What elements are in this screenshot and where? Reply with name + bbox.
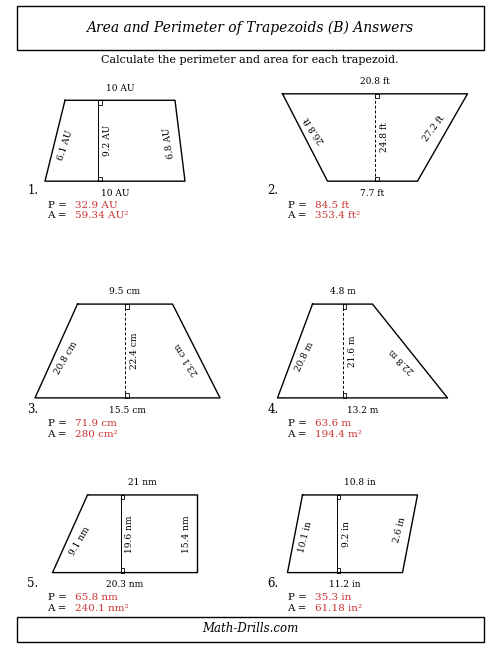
Text: 32.9 AU: 32.9 AU: [75, 201, 118, 210]
Text: 4.: 4.: [268, 403, 279, 416]
Text: 10 AU: 10 AU: [100, 189, 129, 198]
Text: 35.3 in: 35.3 in: [315, 593, 352, 602]
Text: A =: A =: [48, 430, 70, 439]
Text: 3.: 3.: [28, 403, 39, 416]
Text: P =: P =: [48, 201, 70, 210]
Bar: [337, 568, 340, 573]
Text: 7.7 ft: 7.7 ft: [360, 189, 384, 198]
Text: 4.8 m: 4.8 m: [330, 287, 355, 296]
Text: 61.18 in²: 61.18 in²: [315, 604, 362, 613]
Text: A =: A =: [288, 604, 310, 613]
Text: 6.: 6.: [268, 577, 279, 590]
Text: 65.8 nm: 65.8 nm: [75, 593, 118, 602]
Text: Math-Drills.com: Math-Drills.com: [202, 622, 298, 635]
Text: 13.2 m: 13.2 m: [347, 406, 378, 415]
Text: 10 AU: 10 AU: [106, 83, 134, 93]
Text: 20.8 ft: 20.8 ft: [360, 77, 390, 86]
Text: 22.4 cm: 22.4 cm: [130, 333, 139, 369]
Text: 22.8 m: 22.8 m: [388, 347, 417, 375]
Text: P =: P =: [288, 593, 310, 602]
Bar: [375, 177, 378, 181]
Bar: [98, 100, 102, 105]
Text: 11.2 in: 11.2 in: [329, 580, 361, 589]
Text: 63.6 m: 63.6 m: [315, 419, 351, 428]
Text: 6.8 AU: 6.8 AU: [162, 127, 176, 159]
Text: 9.1 nm: 9.1 nm: [68, 525, 92, 557]
Text: 6.1 AU: 6.1 AU: [56, 129, 74, 161]
Text: 27.2 ft: 27.2 ft: [421, 115, 446, 144]
Text: P =: P =: [48, 419, 70, 428]
FancyBboxPatch shape: [16, 617, 483, 642]
Bar: [337, 495, 340, 499]
Text: A =: A =: [288, 430, 310, 439]
Text: 20.3 nm: 20.3 nm: [106, 580, 144, 589]
Text: 2.: 2.: [268, 184, 278, 197]
Bar: [120, 568, 124, 573]
Text: 353.4 ft²: 353.4 ft²: [315, 211, 360, 220]
Text: 20.8 cm: 20.8 cm: [52, 340, 79, 377]
Bar: [342, 304, 346, 309]
Text: 21.6 m: 21.6 m: [348, 335, 356, 367]
FancyBboxPatch shape: [16, 6, 483, 50]
Text: P =: P =: [288, 419, 310, 428]
Text: 23.1 cm: 23.1 cm: [174, 341, 201, 377]
Text: 194.4 m²: 194.4 m²: [315, 430, 362, 439]
Bar: [125, 304, 128, 309]
Text: 19.6 nm: 19.6 nm: [126, 515, 134, 553]
Text: 1.: 1.: [28, 184, 38, 197]
Text: Calculate the perimeter and area for each trapezoid.: Calculate the perimeter and area for eac…: [101, 54, 399, 65]
Text: A =: A =: [48, 604, 70, 613]
Text: 240.1 nm²: 240.1 nm²: [75, 604, 128, 613]
Text: 84.5 ft: 84.5 ft: [315, 201, 350, 210]
Text: 26.8 ft: 26.8 ft: [302, 115, 326, 144]
Text: 15.4 nm: 15.4 nm: [182, 515, 191, 553]
Text: 71.9 cm: 71.9 cm: [75, 419, 117, 428]
Text: 9.2 in: 9.2 in: [342, 521, 351, 547]
Text: 5.: 5.: [28, 577, 39, 590]
Text: Area and Perimeter of Trapezoids (B) Answers: Area and Perimeter of Trapezoids (B) Ans…: [86, 21, 413, 35]
Text: 10.1 in: 10.1 in: [298, 521, 314, 554]
Text: P =: P =: [48, 593, 70, 602]
Text: A =: A =: [288, 211, 310, 220]
Bar: [98, 177, 102, 181]
Bar: [125, 393, 128, 398]
Text: 15.5 cm: 15.5 cm: [109, 406, 146, 415]
Bar: [375, 94, 378, 98]
Text: 2.6 in: 2.6 in: [392, 517, 407, 544]
Text: 9.2 AU: 9.2 AU: [103, 125, 112, 157]
Text: 20.8 m: 20.8 m: [294, 341, 316, 373]
Text: 21 nm: 21 nm: [128, 478, 157, 487]
Bar: [120, 495, 124, 499]
Text: 59.34 AU²: 59.34 AU²: [75, 211, 128, 220]
Text: 9.5 cm: 9.5 cm: [110, 287, 140, 296]
Bar: [342, 393, 346, 398]
Text: A =: A =: [48, 211, 70, 220]
Text: 10.8 in: 10.8 in: [344, 478, 376, 487]
Text: 280 cm²: 280 cm²: [75, 430, 118, 439]
Text: P =: P =: [288, 201, 310, 210]
Text: 24.8 ft: 24.8 ft: [380, 122, 389, 153]
